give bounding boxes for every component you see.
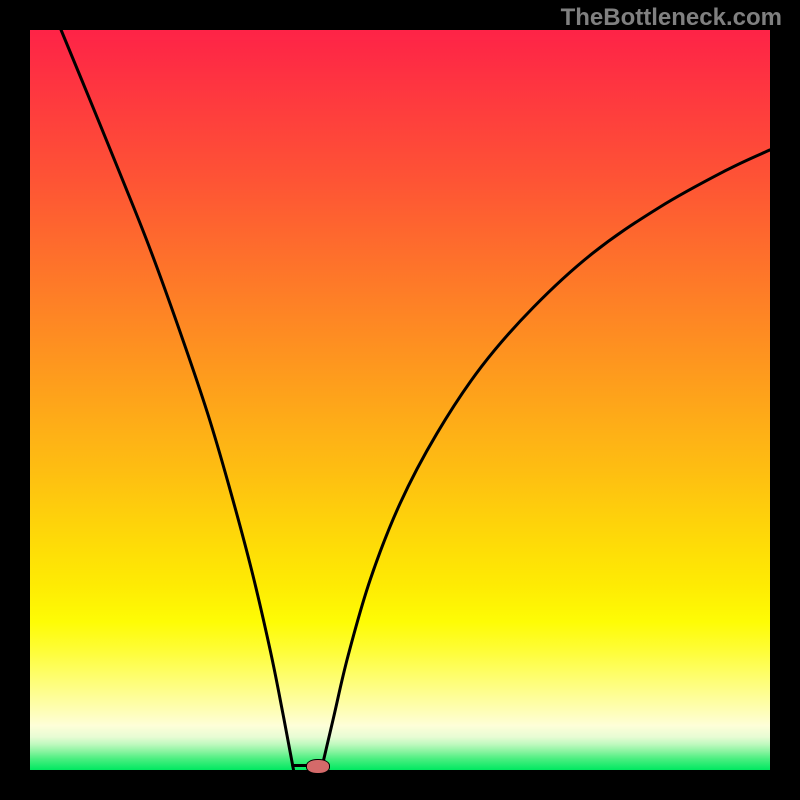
bottleneck-curve-segment	[61, 30, 293, 770]
curve-overlay	[0, 0, 800, 800]
bottleneck-curve-segment	[321, 150, 770, 769]
chart-container: TheBottleneck.com	[0, 0, 800, 800]
minimum-marker	[306, 759, 330, 774]
watermark-text: TheBottleneck.com	[561, 4, 782, 32]
